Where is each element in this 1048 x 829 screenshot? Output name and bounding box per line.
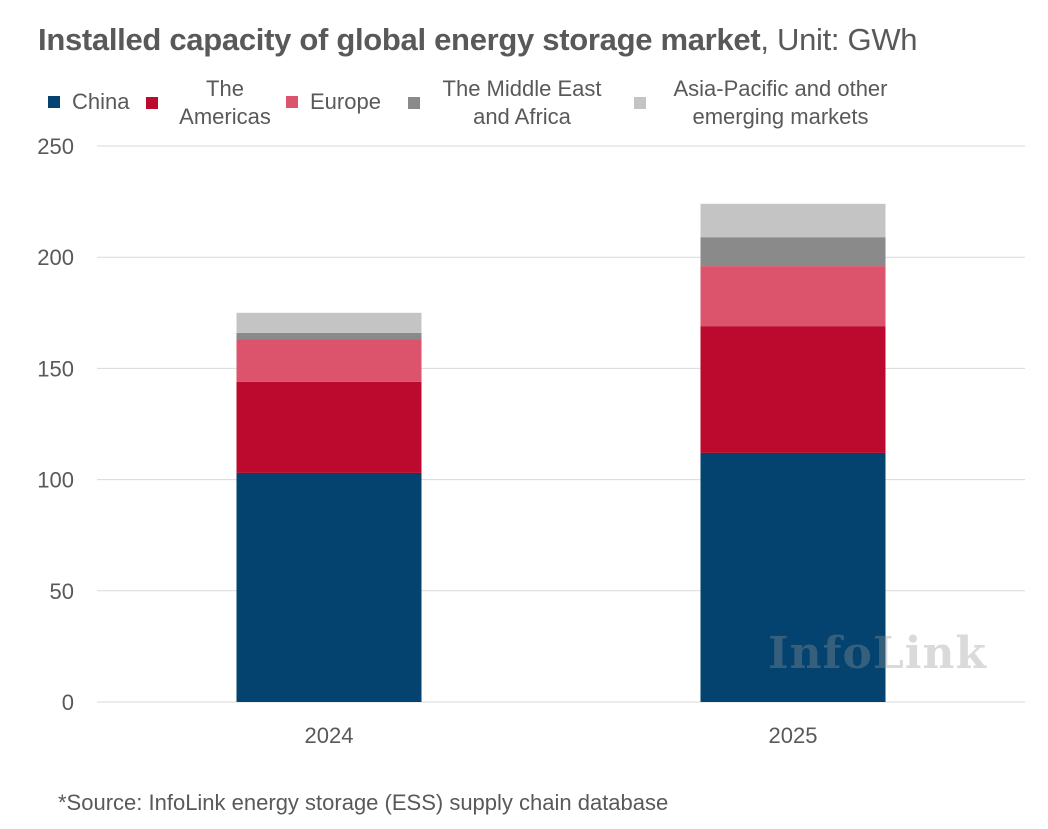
y-tick-label-100: 100: [37, 468, 74, 493]
x-tick-label-2025: 2025: [769, 723, 818, 748]
y-tick-label-50: 50: [50, 579, 74, 604]
bar-2025-europe: [700, 266, 886, 327]
bar-2025-mea: [700, 237, 886, 267]
legend-swatch-americas: [146, 97, 158, 109]
y-tick-label-250: 250: [37, 134, 74, 159]
bar-2024-china: [236, 472, 422, 702]
legend-label-europe: Europe: [310, 89, 381, 114]
x-tick-label-2024: 2024: [305, 723, 354, 748]
y-tick-label-150: 150: [37, 356, 74, 381]
y-tick-label-0: 0: [62, 690, 74, 715]
legend-label-china: China: [72, 89, 130, 114]
chart-title: Installed capacity of global energy stor…: [38, 22, 918, 58]
bar-2025-americas: [700, 326, 886, 453]
bar-2024-europe: [236, 339, 422, 382]
legend-swatch-europe: [286, 96, 298, 108]
y-tick-label-200: 200: [37, 245, 74, 270]
chart-title-main: Installed capacity of global energy stor…: [38, 22, 761, 57]
legend-item-mea: The Middle East and Africa: [408, 75, 612, 131]
legend-item-apac: Asia-Pacific and other emerging markets: [634, 75, 903, 131]
bar-2025-china: [700, 452, 886, 702]
bar-2025-apac: [700, 203, 886, 238]
chart-title-unit: , Unit: GWh: [760, 22, 918, 57]
bar-2024-apac: [236, 312, 422, 333]
source-note: *Source: InfoLink energy storage (ESS) s…: [58, 790, 669, 815]
legend-label-apac: Asia-Pacific and other emerging markets: [673, 76, 888, 129]
legend-swatch-china: [48, 96, 60, 108]
legend-item-europe: Europe: [286, 88, 381, 116]
legend-item-americas: The Americas: [146, 75, 280, 131]
legend-item-china: China: [48, 88, 129, 116]
legend-label-americas: The Americas: [179, 76, 271, 129]
bar-2024-americas: [236, 381, 422, 473]
bar-2024-mea: [236, 332, 422, 340]
legend-label-mea: The Middle East and Africa: [442, 76, 602, 129]
watermark-logo: InfoLink: [768, 628, 987, 679]
legend-swatch-apac: [634, 97, 646, 109]
legend-swatch-mea: [408, 97, 420, 109]
